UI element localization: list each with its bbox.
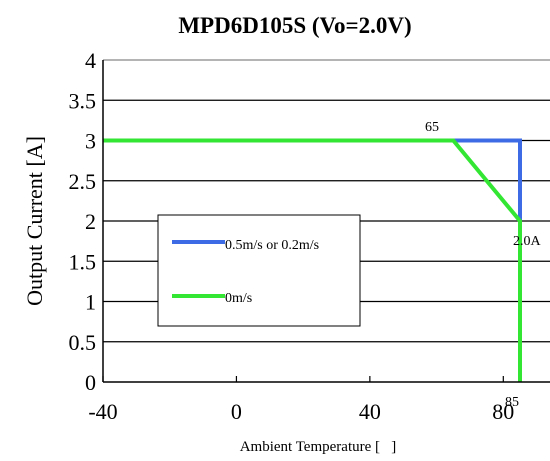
x-tick-label: 0: [231, 399, 242, 424]
y-tick-label: 1: [85, 290, 96, 315]
x-axis-label: Ambient Temperature [ ]: [240, 439, 397, 455]
y-tick-label: 3: [85, 129, 96, 154]
y-tick-label: 2.5: [69, 169, 97, 194]
y-tick-label: 2: [85, 209, 96, 234]
x-tick-label: 40: [359, 399, 381, 424]
x-tick-label: -40: [88, 399, 117, 424]
y-tick-labels: 0 0.5 1 1.5 2 2.5 3 3.5 4: [69, 48, 97, 395]
legend-box: [158, 215, 360, 326]
legend: 0.5m/s or 0.2m/s 0m/s: [158, 215, 360, 326]
chart-title: MPD6D105S (Vo=2.0V): [178, 13, 411, 38]
y-tick-label: 1.5: [69, 249, 97, 274]
y-tick-label: 0.5: [69, 330, 97, 355]
annotation-85: 85: [505, 395, 519, 410]
y-tick-label: 4: [85, 48, 96, 73]
annotation-65: 65: [425, 120, 439, 135]
x-tick-labels: -40 0 40 80: [88, 399, 514, 424]
y-tick-label: 3.5: [69, 88, 97, 113]
legend-label-0: 0.5m/s or 0.2m/s: [225, 238, 319, 253]
annotation-2-0a: 2.0A: [513, 234, 542, 249]
legend-label-1: 0m/s: [225, 291, 252, 306]
y-tick-label: 0: [85, 370, 96, 395]
y-axis-label: Output Current [A]: [22, 136, 47, 306]
axis-ticks: [103, 376, 503, 382]
